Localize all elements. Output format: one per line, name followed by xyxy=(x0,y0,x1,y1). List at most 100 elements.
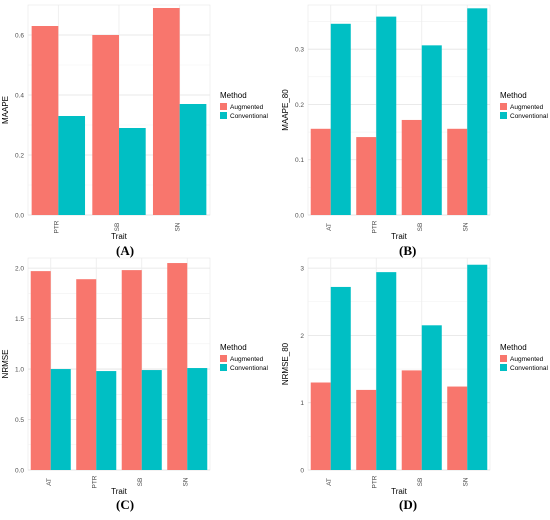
bar xyxy=(92,35,119,215)
bar xyxy=(376,272,397,470)
bar xyxy=(141,370,162,470)
x-tick-label: SN xyxy=(182,477,189,486)
bar xyxy=(310,382,331,470)
x-tick-label: SB xyxy=(417,478,424,487)
panel-caption-b: (B) xyxy=(399,243,417,258)
legend-label: Augmented xyxy=(510,104,544,111)
bar xyxy=(401,119,422,215)
y-tick-label: 3 xyxy=(300,266,304,273)
y-axis-title: NRMSE xyxy=(1,350,10,379)
chart-panel: 0.0 0.1 0.2 0.3 AT PTR SB SN Trait MAAPE_80 Method… xyxy=(281,4,548,241)
y-tick-label: 2.0 xyxy=(15,266,24,273)
bar xyxy=(401,370,422,470)
legend-title: Method xyxy=(220,91,247,100)
legend: Method Augmented Conventional xyxy=(220,91,268,120)
legend: Method Augmented Conventional xyxy=(500,343,548,372)
legend-label: Conventional xyxy=(230,365,268,372)
legend-title: Method xyxy=(500,343,527,352)
legend-swatch xyxy=(500,364,507,371)
legend-swatch xyxy=(220,364,227,371)
bar xyxy=(330,23,351,215)
legend-title: Method xyxy=(220,343,247,352)
legend-swatch xyxy=(220,103,227,110)
bar xyxy=(152,8,180,215)
bar xyxy=(467,264,488,470)
y-tick-label: 1.5 xyxy=(15,316,24,323)
x-tick-label: PTR xyxy=(53,220,60,233)
bar xyxy=(467,8,488,215)
y-axis-title: NRMSE_80 xyxy=(281,342,290,385)
x-tick-label: SN xyxy=(462,477,469,486)
bar xyxy=(30,271,51,470)
legend-label: Augmented xyxy=(510,356,544,363)
y-tick-label: 0.6 xyxy=(15,33,24,40)
legend-swatch xyxy=(220,355,227,362)
legend-swatch xyxy=(500,355,507,362)
x-tick-label: SB xyxy=(137,478,144,487)
bar xyxy=(121,270,142,470)
bar xyxy=(179,104,207,215)
x-tick-label: AT xyxy=(46,478,53,486)
bar xyxy=(31,26,59,215)
y-tick-label: 0.0 xyxy=(15,213,24,220)
y-axis-title: MAAPE xyxy=(1,96,10,124)
bar xyxy=(421,325,442,470)
x-tick-label: AT xyxy=(326,223,333,231)
panel-caption-a: (A) xyxy=(116,243,135,258)
bar xyxy=(310,128,331,215)
y-tick-label: 1 xyxy=(300,400,304,407)
panel-caption-d: (D) xyxy=(399,497,418,512)
x-axis-title: Trait xyxy=(391,232,407,241)
legend: Method Augmented Conventional xyxy=(220,343,268,372)
panel-caption-c: (C) xyxy=(116,497,135,512)
y-tick-label: 0.1 xyxy=(295,157,304,164)
x-axis-title: Trait xyxy=(111,232,127,241)
y-axis-title: MAAPE_80 xyxy=(281,89,290,131)
legend-label: Conventional xyxy=(230,113,268,120)
bar xyxy=(58,116,86,215)
legend-label: Augmented xyxy=(230,104,264,111)
y-tick-label: 1.0 xyxy=(15,367,24,374)
legend-swatch xyxy=(220,112,227,119)
legend: Method Augmented Conventional xyxy=(500,91,548,120)
y-tick-label: 2 xyxy=(300,333,304,340)
x-tick-label: PTR xyxy=(371,475,378,488)
x-tick-label: SB xyxy=(417,223,424,232)
bar xyxy=(356,389,377,470)
x-axis-title: Trait xyxy=(391,487,407,496)
y-tick-label: 0.5 xyxy=(15,417,24,424)
bar xyxy=(167,263,188,470)
x-tick-label: SB xyxy=(114,223,121,232)
bar xyxy=(376,16,397,216)
bar xyxy=(447,128,468,215)
bar xyxy=(96,371,117,470)
legend-label: Augmented xyxy=(230,356,264,363)
legend-label: Conventional xyxy=(510,113,548,120)
bar xyxy=(119,128,146,215)
x-axis-title: Trait xyxy=(111,487,127,496)
y-tick-label: 0.0 xyxy=(295,213,304,220)
legend-swatch xyxy=(500,103,507,110)
x-tick-label: PTR xyxy=(91,475,98,488)
y-tick-label: 0.2 xyxy=(295,102,304,109)
y-tick-label: 0.0 xyxy=(15,468,24,475)
chart-panel: 0.0 0.2 0.4 0.6 PTR SB SN Trait MAAPE Method Augme… xyxy=(1,4,268,241)
chart-panel: 0.0 0.5 1.0 1.5 2.0 AT PTR SB SN Trait NRMSE Method… xyxy=(1,257,268,496)
bar xyxy=(447,386,468,470)
legend-label: Conventional xyxy=(510,365,548,372)
bar xyxy=(187,368,208,470)
y-tick-label: 0.3 xyxy=(295,47,304,54)
x-tick-label: SN xyxy=(175,222,182,231)
legend-swatch xyxy=(500,112,507,119)
y-tick-label: 0.4 xyxy=(15,93,24,100)
bar xyxy=(76,279,97,470)
bar xyxy=(50,369,71,470)
bar xyxy=(356,137,377,215)
bar xyxy=(421,45,442,216)
chart-panel: 0 1 2 3 AT PTR SB SN Trait NRMSE_80 Method Augmente… xyxy=(281,257,548,496)
x-tick-label: SN xyxy=(462,222,469,231)
x-tick-label: AT xyxy=(326,478,333,486)
legend-title: Method xyxy=(500,91,527,100)
x-tick-label: PTR xyxy=(371,220,378,233)
